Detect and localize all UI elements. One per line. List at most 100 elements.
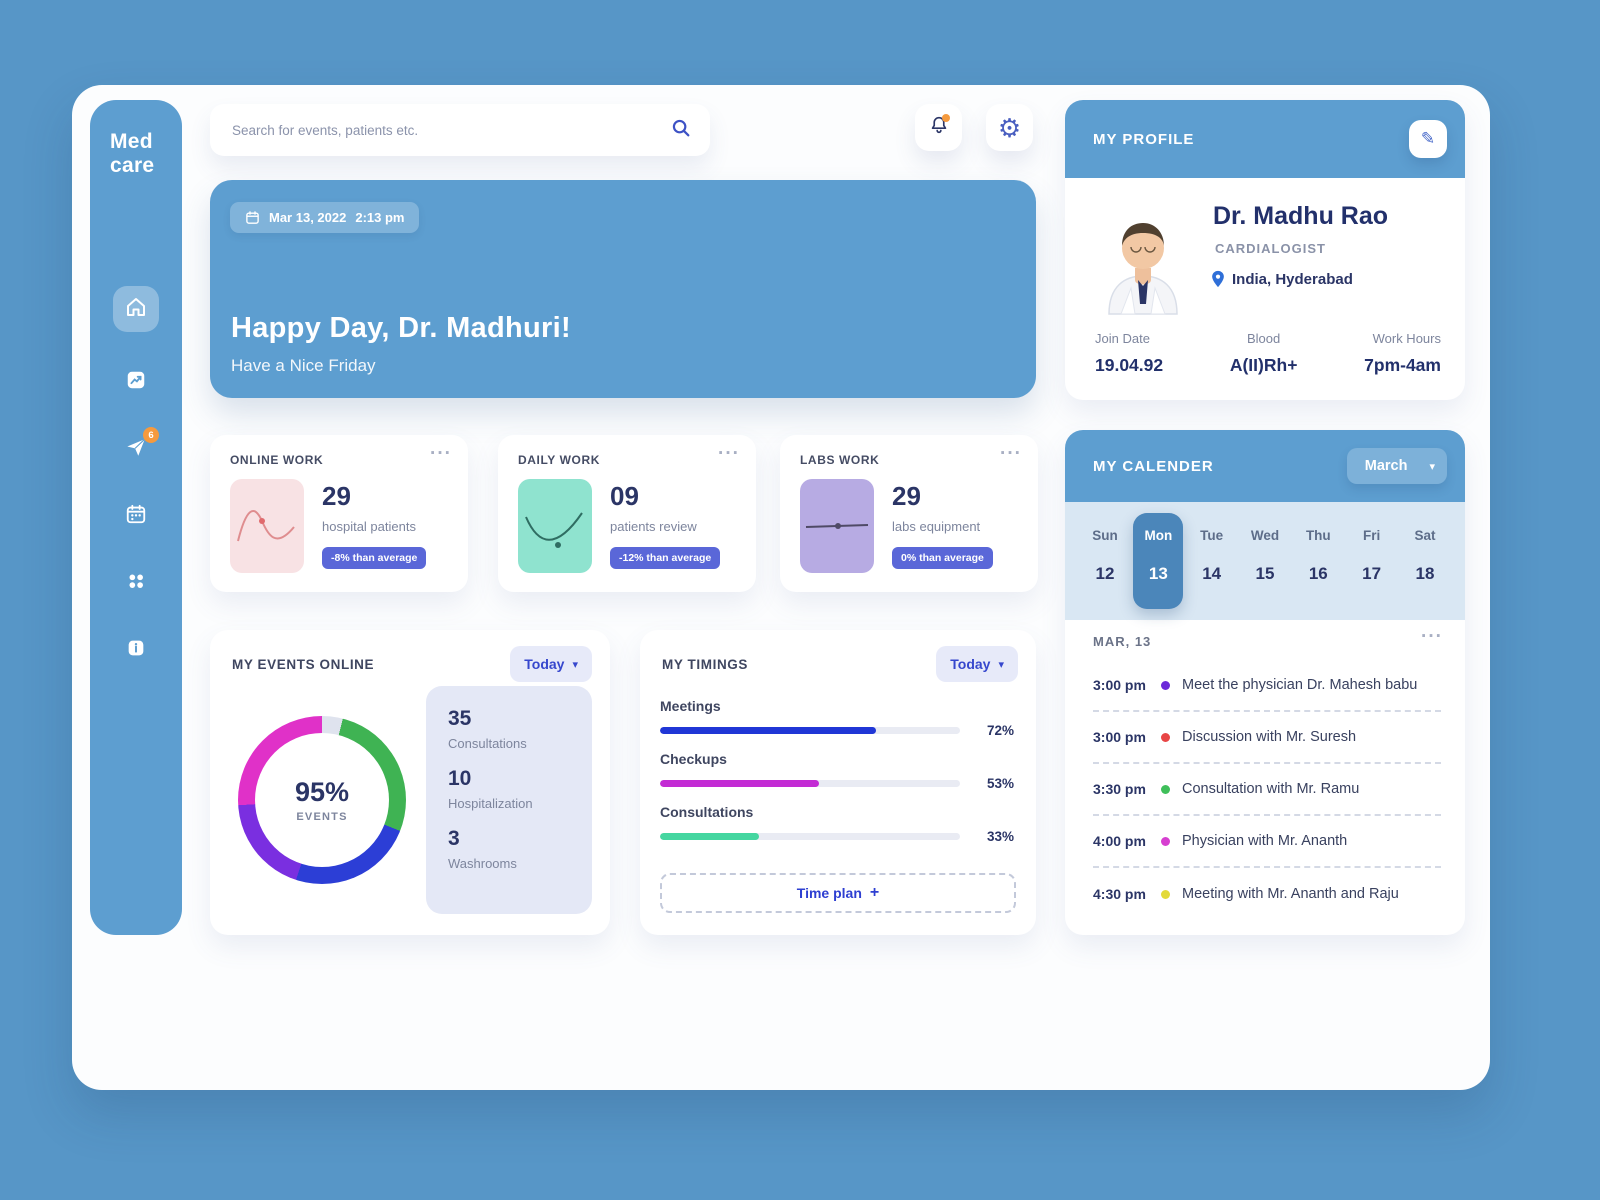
sidebar: Med care 6 xyxy=(90,100,182,935)
field-label: Join Date xyxy=(1095,331,1150,346)
timing-label: Meetings xyxy=(660,698,721,714)
timing-percent: 33% xyxy=(986,829,1014,844)
search-input[interactable] xyxy=(232,122,670,138)
stat-badge: -8% than average xyxy=(322,547,427,569)
more-menu-icon[interactable]: ··· xyxy=(430,443,452,464)
more-menu-icon[interactable]: ··· xyxy=(718,443,740,464)
day-name: Sat xyxy=(1414,528,1436,543)
profile-card: MY PROFILE ✎ Dr. Madhu Rao CARDIALOGIST … xyxy=(1065,100,1465,400)
edit-profile-button[interactable]: ✎ xyxy=(1409,120,1447,158)
events-filter-dropdown[interactable]: Today ▾ xyxy=(510,646,592,682)
day-cell-sat[interactable]: Sat 18 xyxy=(1400,513,1450,609)
stat-thumbnail xyxy=(518,479,592,573)
month-dropdown[interactable]: March ▾ xyxy=(1346,448,1447,484)
events-card: MY EVENTS ONLINE Today ▾ 95% EVENTS 35 C… xyxy=(210,630,610,935)
day-name: Sun xyxy=(1092,528,1118,543)
welcome-title: Happy Day, Dr. Madhuri! xyxy=(231,312,571,344)
field-label: Work Hours xyxy=(1372,331,1441,346)
donut-percent: 95% xyxy=(294,777,350,807)
events-stat-label: Consultations xyxy=(448,736,527,751)
day-cell-tue[interactable]: Tue 14 xyxy=(1187,513,1237,609)
day-number: 12 xyxy=(1095,564,1115,583)
chevron-down-icon: ▾ xyxy=(998,658,1004,671)
donut-label: EVENTS xyxy=(296,811,348,823)
search-bar xyxy=(210,104,710,156)
day-number: 15 xyxy=(1255,564,1275,583)
day-number: 14 xyxy=(1202,564,1222,583)
calendar-chip-icon xyxy=(245,210,260,225)
schedule-list: 3:00 pm Meet the physician Dr. Mahesh ba… xyxy=(1093,660,1441,920)
events-stat-value: 10 xyxy=(448,767,472,790)
banner-date: Mar 13, 2022 xyxy=(269,210,347,225)
schedule-time: 4:30 pm xyxy=(1093,886,1146,902)
filter-value: Today xyxy=(524,656,565,672)
trend-chart-icon xyxy=(125,369,147,396)
logout-button[interactable] xyxy=(119,871,159,912)
more-menu-icon[interactable]: ··· xyxy=(1000,443,1022,464)
chevron-down-icon: ▾ xyxy=(1429,460,1435,473)
day-cell-sun[interactable]: Sun 12 xyxy=(1080,513,1130,609)
day-name: Thu xyxy=(1305,528,1331,543)
day-name: Wed xyxy=(1250,528,1280,543)
events-stat-value: 3 xyxy=(448,827,460,850)
timings-filter-dropdown[interactable]: Today ▾ xyxy=(936,646,1018,682)
timings-bars: Meetings 72% Checkups 53% Consultations … xyxy=(660,698,1014,857)
schedule-time: 4:00 pm xyxy=(1093,833,1146,849)
field-value: 19.04.92 xyxy=(1095,355,1164,375)
schedule-date-label: MAR, 13 xyxy=(1093,634,1152,649)
events-stat-label: Hospitalization xyxy=(448,796,533,811)
sidebar-item-info[interactable] xyxy=(119,633,153,667)
progress-fill xyxy=(660,833,759,840)
sidebar-item-apps[interactable] xyxy=(119,566,153,600)
stat-card-online-work: ONLINE WORK ··· 29 hospital patients -8%… xyxy=(210,435,468,592)
sidebar-item-calendar[interactable] xyxy=(119,499,153,533)
stat-label: hospital patients xyxy=(322,519,416,534)
welcome-banner: Mar 13, 2022 2:13 pm Happy Day, Dr. Madh… xyxy=(210,180,1036,398)
schedule-text: Discussion with Mr. Suresh xyxy=(1182,729,1357,745)
stat-value: 29 xyxy=(892,481,921,511)
events-stats-panel: 35 Consultations 10 Hospitalization 3 Wa… xyxy=(426,686,592,914)
sidebar-item-analytics[interactable] xyxy=(119,365,153,399)
day-cell-mon-selected[interactable]: Mon 13 xyxy=(1133,513,1184,609)
field-label: Blood xyxy=(1247,331,1281,346)
progress-track xyxy=(660,727,960,734)
donut-center: 95% EVENTS xyxy=(238,716,406,884)
home-icon xyxy=(124,295,148,324)
settings-button[interactable]: ⚙ xyxy=(986,104,1033,151)
schedule-item[interactable]: 4:30 pm Meeting with Mr. Ananth and Raju xyxy=(1093,868,1441,920)
stat-value: 09 xyxy=(610,481,639,511)
stat-title: ONLINE WORK xyxy=(230,453,324,467)
schedule-item[interactable]: 3:00 pm Discussion with Mr. Suresh xyxy=(1093,712,1441,764)
pencil-icon: ✎ xyxy=(1420,129,1436,148)
schedule-item[interactable]: 3:30 pm Consultation with Mr. Ramu xyxy=(1093,764,1441,816)
doctor-name: Dr. Madhu Rao xyxy=(1213,202,1389,230)
day-cell-wed[interactable]: Wed 15 xyxy=(1240,513,1290,609)
calendar-title: MY CALENDER xyxy=(1093,458,1214,475)
notification-badge: 6 xyxy=(143,427,159,444)
schedule-text: Meeting with Mr. Ananth and Raju xyxy=(1182,886,1399,902)
timing-row: Consultations 33% xyxy=(660,804,1014,844)
schedule-item[interactable]: 3:00 pm Meet the physician Dr. Mahesh ba… xyxy=(1093,660,1441,712)
profile-field: Work Hours 7pm-4am xyxy=(1364,331,1441,376)
timing-row: Checkups 53% xyxy=(660,751,1014,791)
day-cell-fri[interactable]: Fri 17 xyxy=(1347,513,1397,609)
day-name: Fri xyxy=(1363,528,1381,543)
search-icon[interactable] xyxy=(670,117,692,144)
sidebar-item-home[interactable] xyxy=(113,286,159,333)
sidebar-item-messages[interactable]: 6 xyxy=(119,427,159,466)
day-name: Tue xyxy=(1200,528,1224,543)
location-text: India, Hyderabad xyxy=(1232,270,1353,288)
profile-field: Join Date 19.04.92 xyxy=(1095,331,1163,376)
doctor-location: India, Hyderabad xyxy=(1211,270,1353,288)
events-stat-label: Washrooms xyxy=(448,856,517,871)
timing-percent: 53% xyxy=(986,776,1014,791)
more-menu-icon[interactable]: ··· xyxy=(1421,626,1443,647)
schedule-text: Physician with Mr. Ananth xyxy=(1182,833,1348,849)
notifications-button[interactable] xyxy=(915,104,962,151)
time-plan-label: Time plan xyxy=(796,885,862,901)
time-plan-button[interactable]: Time plan + xyxy=(660,873,1016,913)
schedule-item[interactable]: 4:00 pm Physician with Mr. Ananth xyxy=(1093,816,1441,868)
day-cell-thu[interactable]: Thu 16 xyxy=(1293,513,1343,609)
schedule-time: 3:00 pm xyxy=(1093,729,1146,745)
